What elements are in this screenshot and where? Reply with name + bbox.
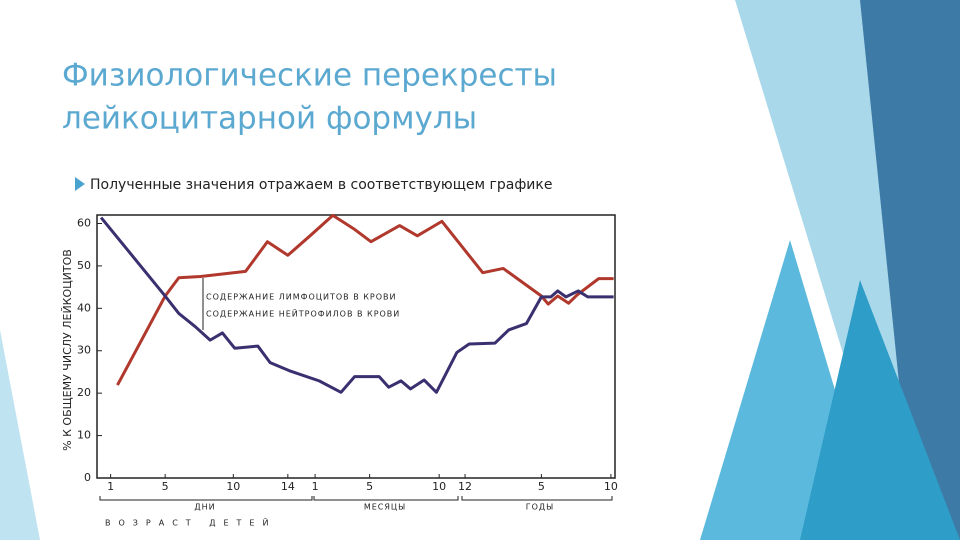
x-tick-label: 12 xyxy=(458,480,472,493)
series-label: СОДЕРЖАНИЕ ЛИМФОЦИТОВ В КРОВИ xyxy=(206,293,397,302)
y-tick-label: 20 xyxy=(77,386,91,399)
x-axis-title: ВОЗРАСТ ДЕТЕЙ xyxy=(105,517,276,528)
bullet-text: Полученные значения отражаем в соответст… xyxy=(90,177,552,193)
x-group-label: ГОДЫ xyxy=(526,503,554,512)
series-label: СОДЕРЖАНИЕ НЕЙТРОФИЛОВ В КРОВИ xyxy=(206,308,400,319)
x-tick-label: 14 xyxy=(281,480,295,493)
plot-frame xyxy=(96,214,616,479)
decor xyxy=(800,280,960,540)
x-tick-label: 5 xyxy=(366,480,373,493)
y-tick-label: 50 xyxy=(77,259,91,272)
y-tick-label: 0 xyxy=(84,471,91,484)
x-group-label: ДНИ xyxy=(194,503,215,512)
y-axis-title: % К ОБЩЕМУ ЧИСЛУ ЛЕЙКОЦИТОВ xyxy=(61,249,74,451)
x-tick-label: 10 xyxy=(604,480,618,493)
title: лейкоцитарной формулы xyxy=(62,101,477,137)
bracket xyxy=(99,496,613,501)
x-tick-label: 1 xyxy=(107,480,114,493)
x-tick-label: 1 xyxy=(312,480,319,493)
series-line xyxy=(99,216,614,394)
title: Физиологические перекресты xyxy=(62,58,557,94)
bullet-icon xyxy=(75,177,85,191)
x-tick-label: 10 xyxy=(226,480,240,493)
series-line xyxy=(116,213,614,386)
decor xyxy=(0,330,40,540)
x-tick-label: 5 xyxy=(162,480,169,493)
y-tick-label: 30 xyxy=(77,344,91,357)
x-tick-label: 5 xyxy=(538,480,545,493)
decor xyxy=(860,0,960,540)
y-tick-label: 10 xyxy=(77,429,91,442)
y-tick-label: 40 xyxy=(77,301,91,314)
x-group-label: МЕСЯЦЫ xyxy=(364,503,406,512)
y-tick-label: 60 xyxy=(77,216,91,229)
x-tick-label: 10 xyxy=(432,480,446,493)
